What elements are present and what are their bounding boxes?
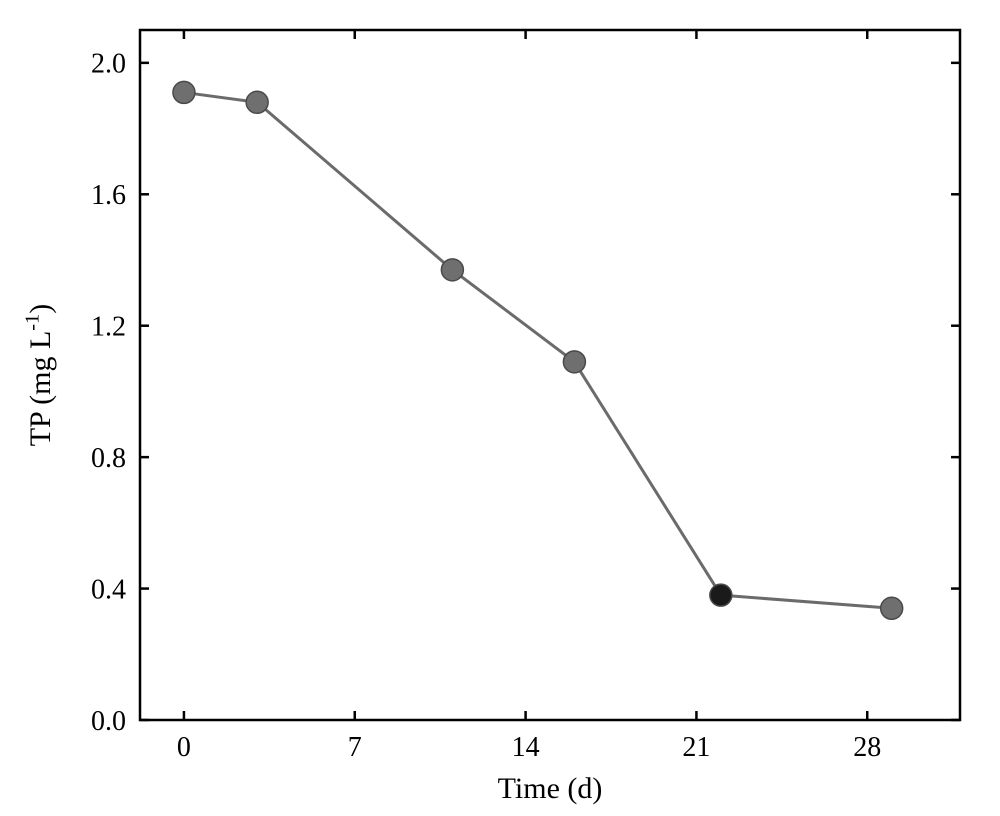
x-tick-label: 28: [853, 732, 881, 763]
y-tick-label: 0.8: [91, 443, 126, 474]
y-tick-label: 2.0: [91, 49, 126, 80]
data-point: [710, 584, 732, 606]
x-tick-label: 14: [512, 732, 540, 763]
y-tick-label: 1.2: [91, 312, 126, 343]
data-point: [441, 259, 463, 281]
x-tick-label: 21: [682, 732, 710, 763]
data-point: [881, 597, 903, 619]
tp-vs-time-chart: 071421280.00.40.81.21.62.0Time (d)TP (mg…: [0, 0, 1000, 816]
x-tick-label: 7: [348, 732, 362, 763]
y-tick-label: 1.6: [91, 180, 126, 211]
data-point: [173, 81, 195, 103]
y-tick-label: 0.4: [91, 574, 126, 605]
data-point: [246, 91, 268, 113]
data-point: [563, 351, 585, 373]
chart-background: [0, 0, 1000, 816]
y-tick-label: 0.0: [91, 706, 126, 737]
x-axis-label: Time (d): [498, 772, 603, 805]
chart-svg: 071421280.00.40.81.21.62.0Time (d)TP (mg…: [0, 0, 1000, 816]
x-tick-label: 0: [177, 732, 191, 763]
